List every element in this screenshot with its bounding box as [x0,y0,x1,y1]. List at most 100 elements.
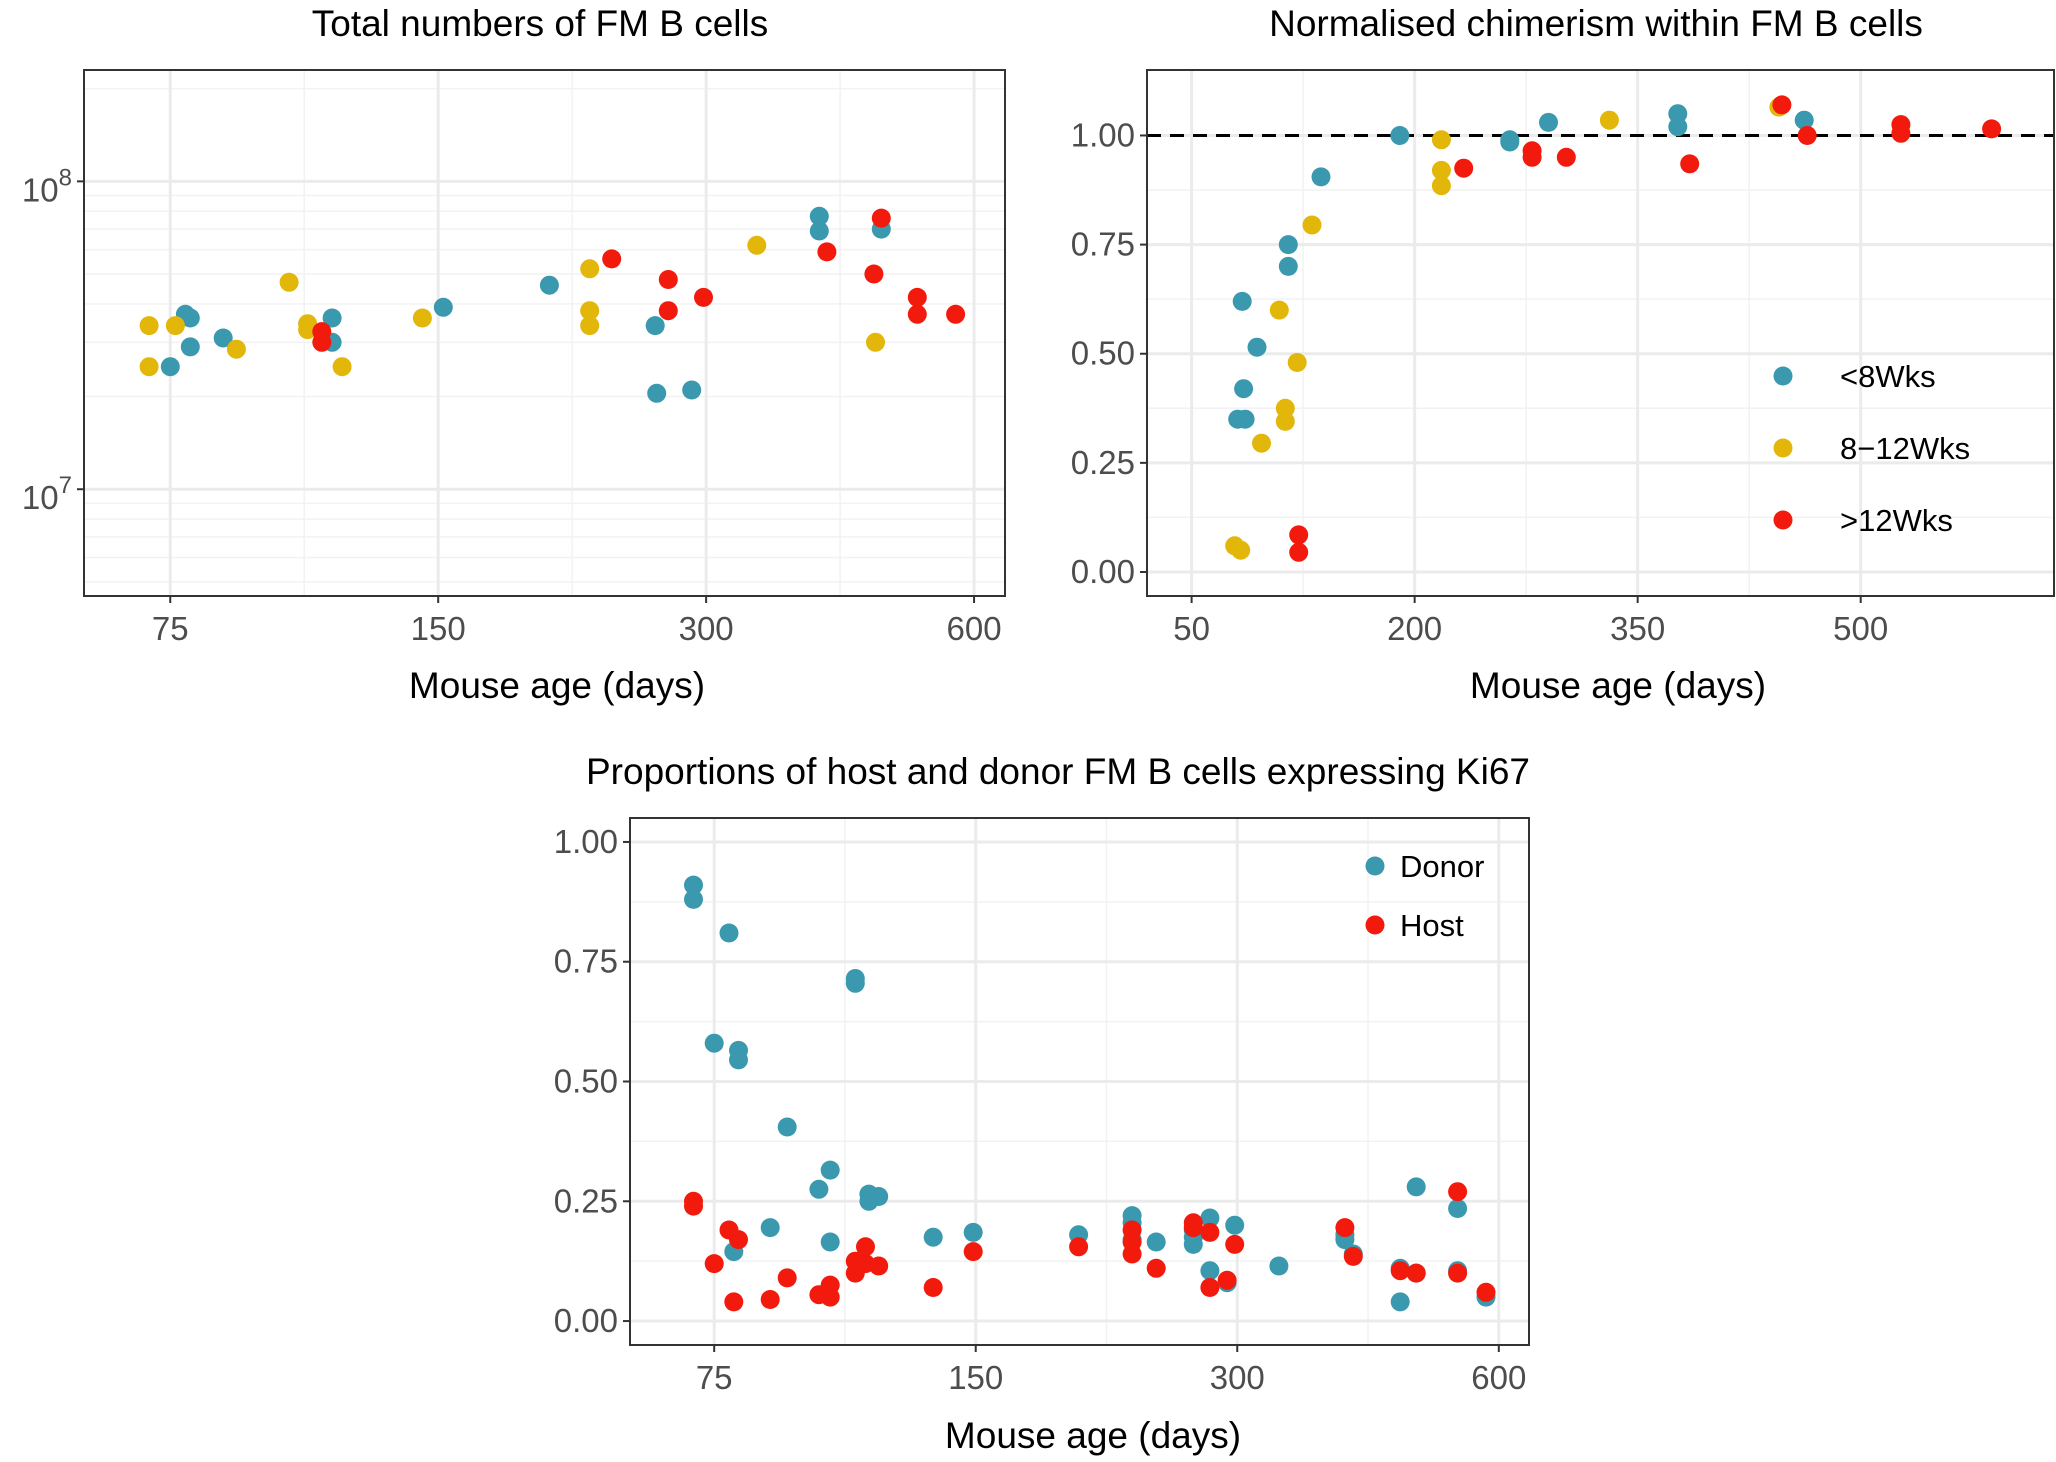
data-point [658,270,678,289]
data-point [820,1287,840,1307]
data-point [1200,1208,1220,1228]
data-point [180,337,200,357]
series-gold [139,235,885,377]
y-tick-label: 1.00 [1071,116,1135,153]
data-point [907,287,927,307]
data-point [1231,540,1251,560]
x-tick-label: 600 [1471,1359,1526,1396]
data-point [1335,1218,1355,1238]
data-point [1225,1234,1245,1254]
chart-panel-total-numbers: Total numbers of FM B cells Mouse age (d… [22,3,1006,706]
y-tick-label-exponent: 8 [59,164,72,191]
x-axis-label: Mouse age (days) [945,1415,1241,1456]
x-tick-label: 150 [948,1359,1003,1396]
data-point [1200,1261,1220,1281]
grid [84,70,1005,596]
chart-title: Proportions of host and donor FM B cells… [586,751,1530,792]
data-point [1539,112,1558,132]
chart-panel-chimerism: Normalised chimerism within FM B cells M… [1071,3,2055,706]
data-point [180,308,200,328]
data-point [1431,130,1451,150]
y-tick-label: 0.75 [1071,226,1135,263]
y-tick-label: 1.00 [554,823,618,860]
series-teal [1228,104,1814,429]
y-tick-label-exponent: 7 [59,472,72,499]
data-point [580,301,600,321]
data-point [704,1033,724,1053]
data-point [1247,337,1267,357]
data-point [1225,1215,1245,1235]
y-tick-label: 0.00 [1071,553,1135,590]
data-point [946,304,966,324]
data-point [1146,1232,1166,1252]
data-point [809,206,829,226]
data-point [963,1242,983,1262]
data-point [1680,154,1700,174]
data-point [1556,147,1576,167]
data-point [1275,411,1295,431]
data-point [580,259,600,279]
data-point [1311,167,1331,187]
data-point [1891,123,1911,143]
data-point [1448,1182,1468,1202]
data-point [1252,433,1271,453]
data-point [279,272,299,292]
y-tick-label: 0.25 [1071,444,1135,481]
data-point [658,301,678,321]
data-point [160,357,180,377]
x-axis-label: Mouse age (days) [1470,665,1766,706]
data-point [907,304,927,324]
data-point [1406,1177,1426,1197]
x-tick-label: 300 [679,610,734,647]
data-point [1269,300,1289,320]
legend-label: <8Wks [1840,359,1936,394]
panel-border [629,817,1530,1346]
legend-key [1365,915,1385,935]
legend-key [1773,366,1793,386]
legend-label: 8−12Wks [1840,431,1970,466]
data-point [963,1222,983,1242]
data-point [866,332,885,352]
y-tick-label: 0.00 [554,1302,618,1339]
data-point [923,1278,943,1297]
y-tick-label: 0.75 [554,943,618,980]
data-point [729,1230,748,1250]
x-tick-label: 300 [1210,1359,1265,1396]
legend-key [1773,510,1793,530]
data-point [682,380,702,400]
data-point [1278,235,1298,255]
panel-background [1147,70,2054,596]
y-tick-label: 107 [22,472,72,516]
data-point [1217,1270,1237,1290]
chart-title: Total numbers of FM B cells [312,3,768,44]
data-point [1390,1292,1410,1312]
panel-border [83,69,1006,597]
data-point [684,889,703,909]
legend-label: Donor [1400,849,1484,884]
y-tick-label-base: 10 [22,479,59,516]
x-tick-label: 200 [1387,610,1442,647]
data-point [1500,132,1520,152]
data-point [1431,160,1451,180]
series-red [684,1182,1496,1312]
data-point [1476,1282,1496,1302]
x-tick-label: 50 [1173,610,1210,647]
data-point [213,328,233,348]
data-point [1278,256,1298,276]
data-point [1200,1222,1220,1242]
data-point [580,316,600,336]
panel-border [1146,69,2055,597]
data-point [684,1196,703,1216]
data-point [312,332,332,352]
data-point [694,287,713,307]
data-point [1448,1263,1468,1283]
data-point [412,308,432,328]
data-point [1200,1278,1220,1297]
data-point [1269,1256,1289,1276]
data-point [1599,110,1619,130]
data-point [1287,353,1307,372]
data-point [1668,104,1688,124]
data-point [845,973,865,993]
data-point [747,235,767,255]
